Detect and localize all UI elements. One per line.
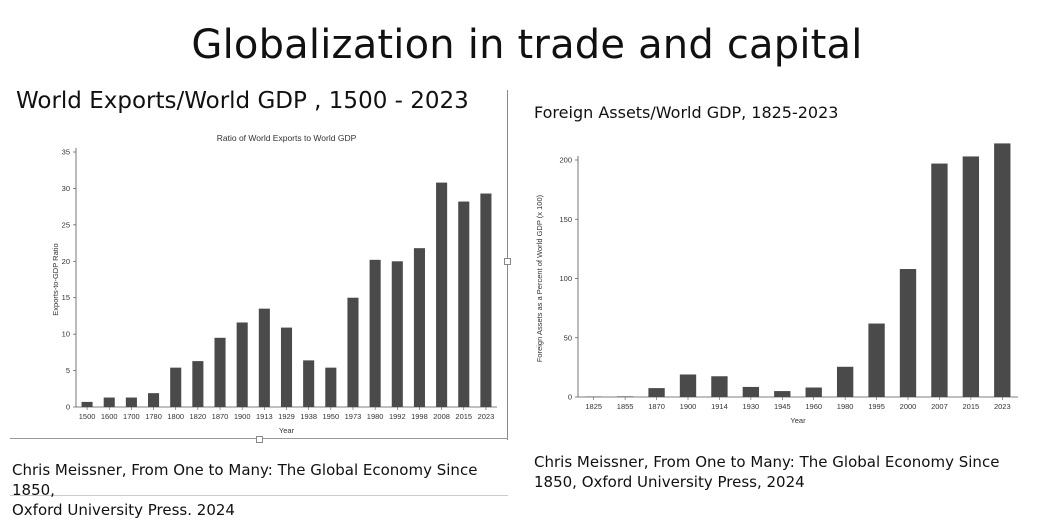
left-citation-line1: Chris Meissner, From One to Many: The Gl…	[12, 460, 512, 500]
assets-chart-bar	[774, 391, 790, 397]
assets-chart-bar	[617, 396, 633, 397]
assets-chart-bar	[931, 164, 947, 397]
assets-chart-y-tick-label: 150	[559, 215, 572, 224]
assets-chart-x-tick-label: 1980	[837, 402, 854, 411]
assets-chart-x-tick-label: 1900	[680, 402, 697, 411]
right-citation-line2: 1850, Oxford University Press, 2024	[534, 472, 1024, 492]
assets-chart-y-tick-label: 100	[559, 274, 572, 283]
right-citation-line1: Chris Meissner, From One to Many: The Gl…	[534, 452, 1024, 472]
assets-chart-bar	[837, 367, 853, 397]
assets-chart-x-tick-label: 1930	[743, 402, 760, 411]
assets-chart-x-tick-label: 1960	[805, 402, 822, 411]
assets-chart-x-tick-label: 2023	[994, 402, 1011, 411]
assets-chart-bar	[680, 374, 696, 397]
assets-chart-bar	[900, 269, 916, 397]
right-citation: Chris Meissner, From One to Many: The Gl…	[534, 452, 1024, 492]
assets-chart-bar	[963, 156, 979, 397]
assets-chart-x-tick-label: 2000	[900, 402, 917, 411]
assets-chart-bar	[806, 388, 822, 397]
assets-chart-bar	[711, 376, 727, 397]
assets-chart-y-tick-label: 50	[564, 333, 572, 342]
assets-chart-bar	[648, 388, 664, 397]
assets-chart-x-tick-label: 1855	[617, 402, 634, 411]
assets-chart-y-tick-label: 0	[568, 393, 572, 402]
assets-chart-x-tick-label: 1945	[774, 402, 791, 411]
assets-chart-bar	[994, 143, 1010, 397]
left-citation-line2: Oxford University Press. 2024	[12, 500, 512, 520]
assets-chart-y-axis-title: Foreign Assets as a Percent of World GDP…	[535, 194, 544, 362]
assets-chart-x-tick-label: 1825	[585, 402, 602, 411]
assets-chart-x-tick-label: 1870	[648, 402, 665, 411]
assets-chart-x-axis-title: Year	[790, 416, 806, 425]
assets-chart-bar	[743, 387, 759, 397]
assets-chart-y-tick-label: 200	[559, 156, 572, 165]
assets-chart-x-tick-label: 1995	[868, 402, 885, 411]
assets-chart-x-tick-label: 2015	[963, 402, 980, 411]
assets-chart-x-tick-label: 1914	[711, 402, 728, 411]
assets-chart-x-tick-label: 2007	[931, 402, 948, 411]
assets-chart-bar	[868, 324, 884, 397]
left-citation: Chris Meissner, From One to Many: The Gl…	[12, 460, 512, 520]
